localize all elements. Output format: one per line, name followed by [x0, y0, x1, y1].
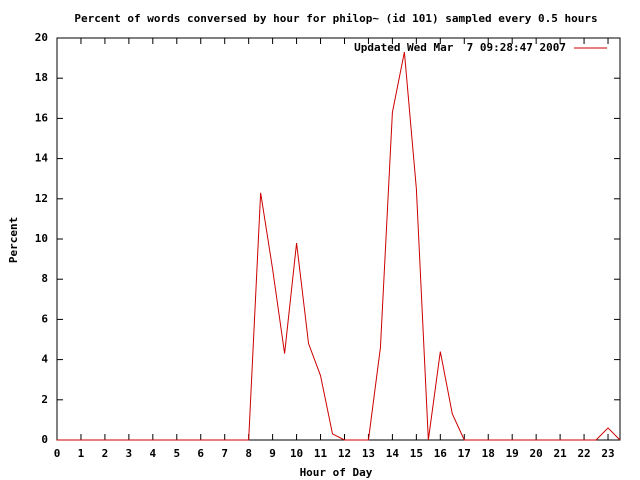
x-tick-label: 3 — [126, 447, 133, 460]
x-tick-label: 10 — [290, 447, 303, 460]
x-tick-label: 23 — [601, 447, 614, 460]
y-axis-label: Percent — [7, 217, 20, 263]
x-tick-label: 17 — [458, 447, 471, 460]
y-tick-label: 14 — [35, 152, 49, 165]
x-tick-label: 7 — [221, 447, 228, 460]
x-tick-label: 20 — [530, 447, 543, 460]
x-tick-label: 8 — [245, 447, 252, 460]
legend-label: Updated Wed Mar 7 09:28:47 2007 — [354, 41, 566, 54]
x-tick-label: 22 — [577, 447, 590, 460]
y-tick-label: 4 — [41, 353, 48, 366]
y-tick-label: 2 — [41, 393, 48, 406]
x-tick-label: 14 — [386, 447, 400, 460]
x-tick-label: 9 — [269, 447, 276, 460]
y-tick-label: 0 — [41, 433, 48, 446]
y-tick-label: 16 — [35, 111, 49, 124]
x-tick-label: 13 — [362, 447, 375, 460]
x-axis-label: Hour of Day — [300, 466, 373, 479]
y-tick-label: 18 — [35, 71, 48, 84]
y-tick-label: 12 — [35, 192, 48, 205]
x-tick-label: 16 — [434, 447, 448, 460]
x-tick-label: 0 — [54, 447, 61, 460]
y-tick-label: 6 — [41, 312, 48, 325]
y-tick-label: 10 — [35, 232, 48, 245]
x-tick-label: 12 — [338, 447, 351, 460]
x-tick-label: 18 — [482, 447, 495, 460]
data-line — [57, 51, 621, 441]
x-tick-label: 1 — [78, 447, 85, 460]
x-tick-label: 2 — [102, 447, 109, 460]
chart-title: Percent of words conversed by hour for p… — [74, 12, 597, 25]
x-tick-label: 5 — [173, 447, 180, 460]
y-tick-label: 20 — [35, 31, 48, 44]
x-tick-label: 4 — [150, 447, 157, 460]
x-tick-label: 21 — [553, 447, 567, 460]
x-tick-label: 15 — [410, 447, 423, 460]
x-tick-label: 19 — [506, 447, 519, 460]
x-tick-label: 6 — [197, 447, 204, 460]
x-tick-label: 11 — [314, 447, 328, 460]
y-tick-label: 8 — [41, 272, 48, 285]
